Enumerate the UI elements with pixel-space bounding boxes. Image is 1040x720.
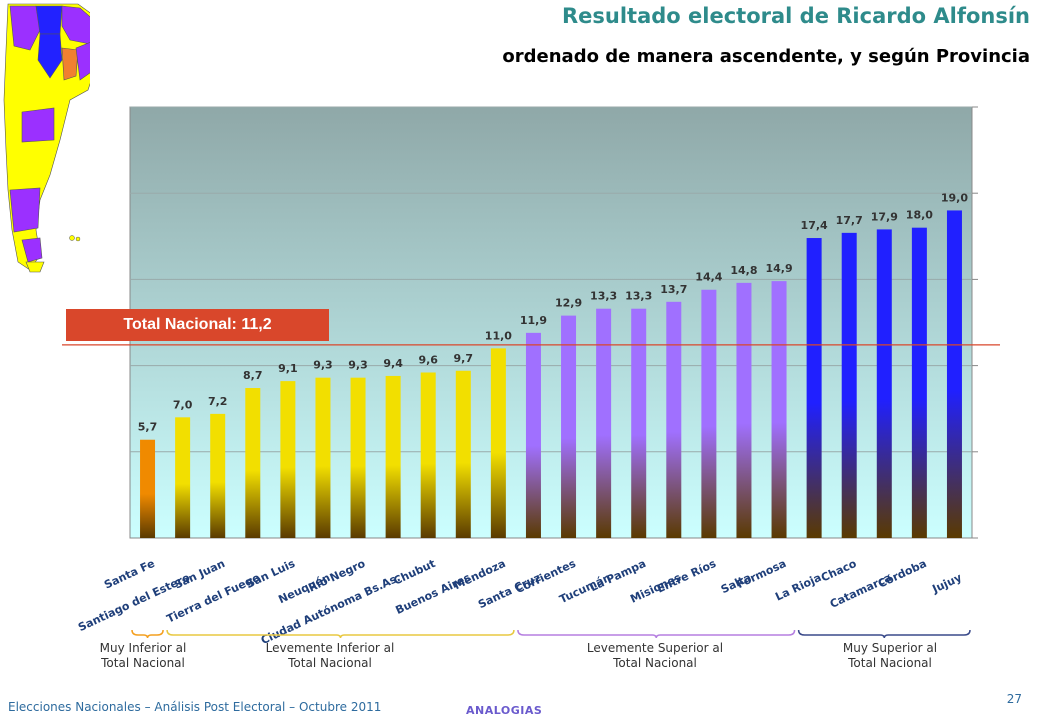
bar-6 — [315, 377, 331, 538]
data-label-5: 9,1 — [278, 362, 298, 375]
data-label-13: 12,9 — [555, 297, 582, 310]
bar-21 — [841, 232, 857, 539]
data-label-3: 7,2 — [208, 395, 228, 408]
bar-3 — [210, 413, 226, 538]
data-label-9: 9,6 — [418, 353, 438, 366]
group-label-levemente-superior: Levemente Superior al Total Nacional — [586, 641, 724, 670]
data-label-1: 5,7 — [138, 421, 158, 434]
x-tick-label-21: Chaco — [819, 557, 859, 585]
data-label-15: 13,3 — [625, 290, 652, 303]
bar-4 — [245, 388, 261, 538]
bar-17 — [701, 289, 717, 538]
bar-10 — [455, 370, 471, 538]
page-number: 27 — [1006, 692, 1022, 706]
data-label-20: 17,4 — [801, 219, 828, 232]
bar-23 — [911, 227, 927, 538]
group-label-levemente-inferior: Levemente Inferior al Total Nacional — [265, 641, 395, 670]
bar-20 — [806, 238, 822, 539]
argentina-map-icon — [3, 3, 90, 273]
data-label-22: 17,9 — [871, 210, 898, 223]
bar-22 — [876, 229, 892, 539]
group-label-muy-superior: Muy Superior al Total Nacional — [842, 641, 938, 670]
group-brace-1 — [131, 629, 164, 639]
bar-16 — [666, 301, 682, 538]
bar-13 — [561, 315, 577, 538]
chart-subtitle: ordenado de manera ascendente, y según P… — [502, 46, 1030, 67]
data-label-7: 9,3 — [348, 359, 368, 372]
bar-18 — [736, 282, 752, 538]
x-tick-label-24: Jujuy — [929, 571, 963, 596]
chart-title: Resultado electoral de Ricardo Alfonsín — [562, 4, 1030, 28]
bar-15 — [631, 308, 647, 538]
data-label-4: 8,7 — [243, 369, 263, 382]
bar-9 — [420, 372, 436, 538]
bar-7 — [350, 377, 366, 538]
footer-text: Elecciones Nacionales – Análisis Post El… — [8, 700, 382, 714]
data-label-2: 7,0 — [173, 398, 193, 411]
data-label-11: 11,0 — [485, 329, 512, 342]
data-label-17: 14,4 — [695, 271, 722, 284]
data-label-14: 13,3 — [590, 290, 617, 303]
bar-19 — [771, 281, 787, 538]
bar-1 — [140, 439, 156, 538]
group-brace-3 — [517, 629, 796, 639]
data-label-8: 9,4 — [383, 357, 403, 370]
group-brace-2 — [166, 629, 515, 639]
data-label-12: 11,9 — [520, 314, 547, 327]
bar-24 — [946, 210, 962, 538]
brand-logo: ANALOGIAS — [466, 704, 543, 717]
total-nacional-badge: Total Nacional: 11,2 — [66, 309, 329, 341]
x-tick-label-1: Santa Fe — [102, 557, 157, 592]
bar-8 — [385, 375, 401, 538]
data-label-23: 18,0 — [906, 209, 933, 222]
data-label-6: 9,3 — [313, 359, 333, 372]
data-label-18: 14,8 — [730, 264, 757, 277]
bar-5 — [280, 381, 296, 538]
bar-14 — [596, 308, 612, 538]
data-label-16: 13,7 — [660, 283, 687, 296]
data-label-10: 9,7 — [454, 352, 474, 365]
x-tick-label-9: Chubut — [391, 557, 437, 588]
group-brace-4 — [797, 629, 971, 639]
bar-2 — [175, 417, 191, 538]
x-tick-label-20: La Rioja — [773, 571, 823, 604]
data-label-21: 17,7 — [836, 214, 863, 227]
group-label-muy-inferior: Muy Inferior al Total Nacional — [99, 641, 187, 670]
data-label-19: 14,9 — [765, 262, 792, 275]
data-label-24: 19,0 — [941, 191, 968, 204]
bar-12 — [525, 332, 541, 538]
bar-11 — [490, 348, 506, 538]
